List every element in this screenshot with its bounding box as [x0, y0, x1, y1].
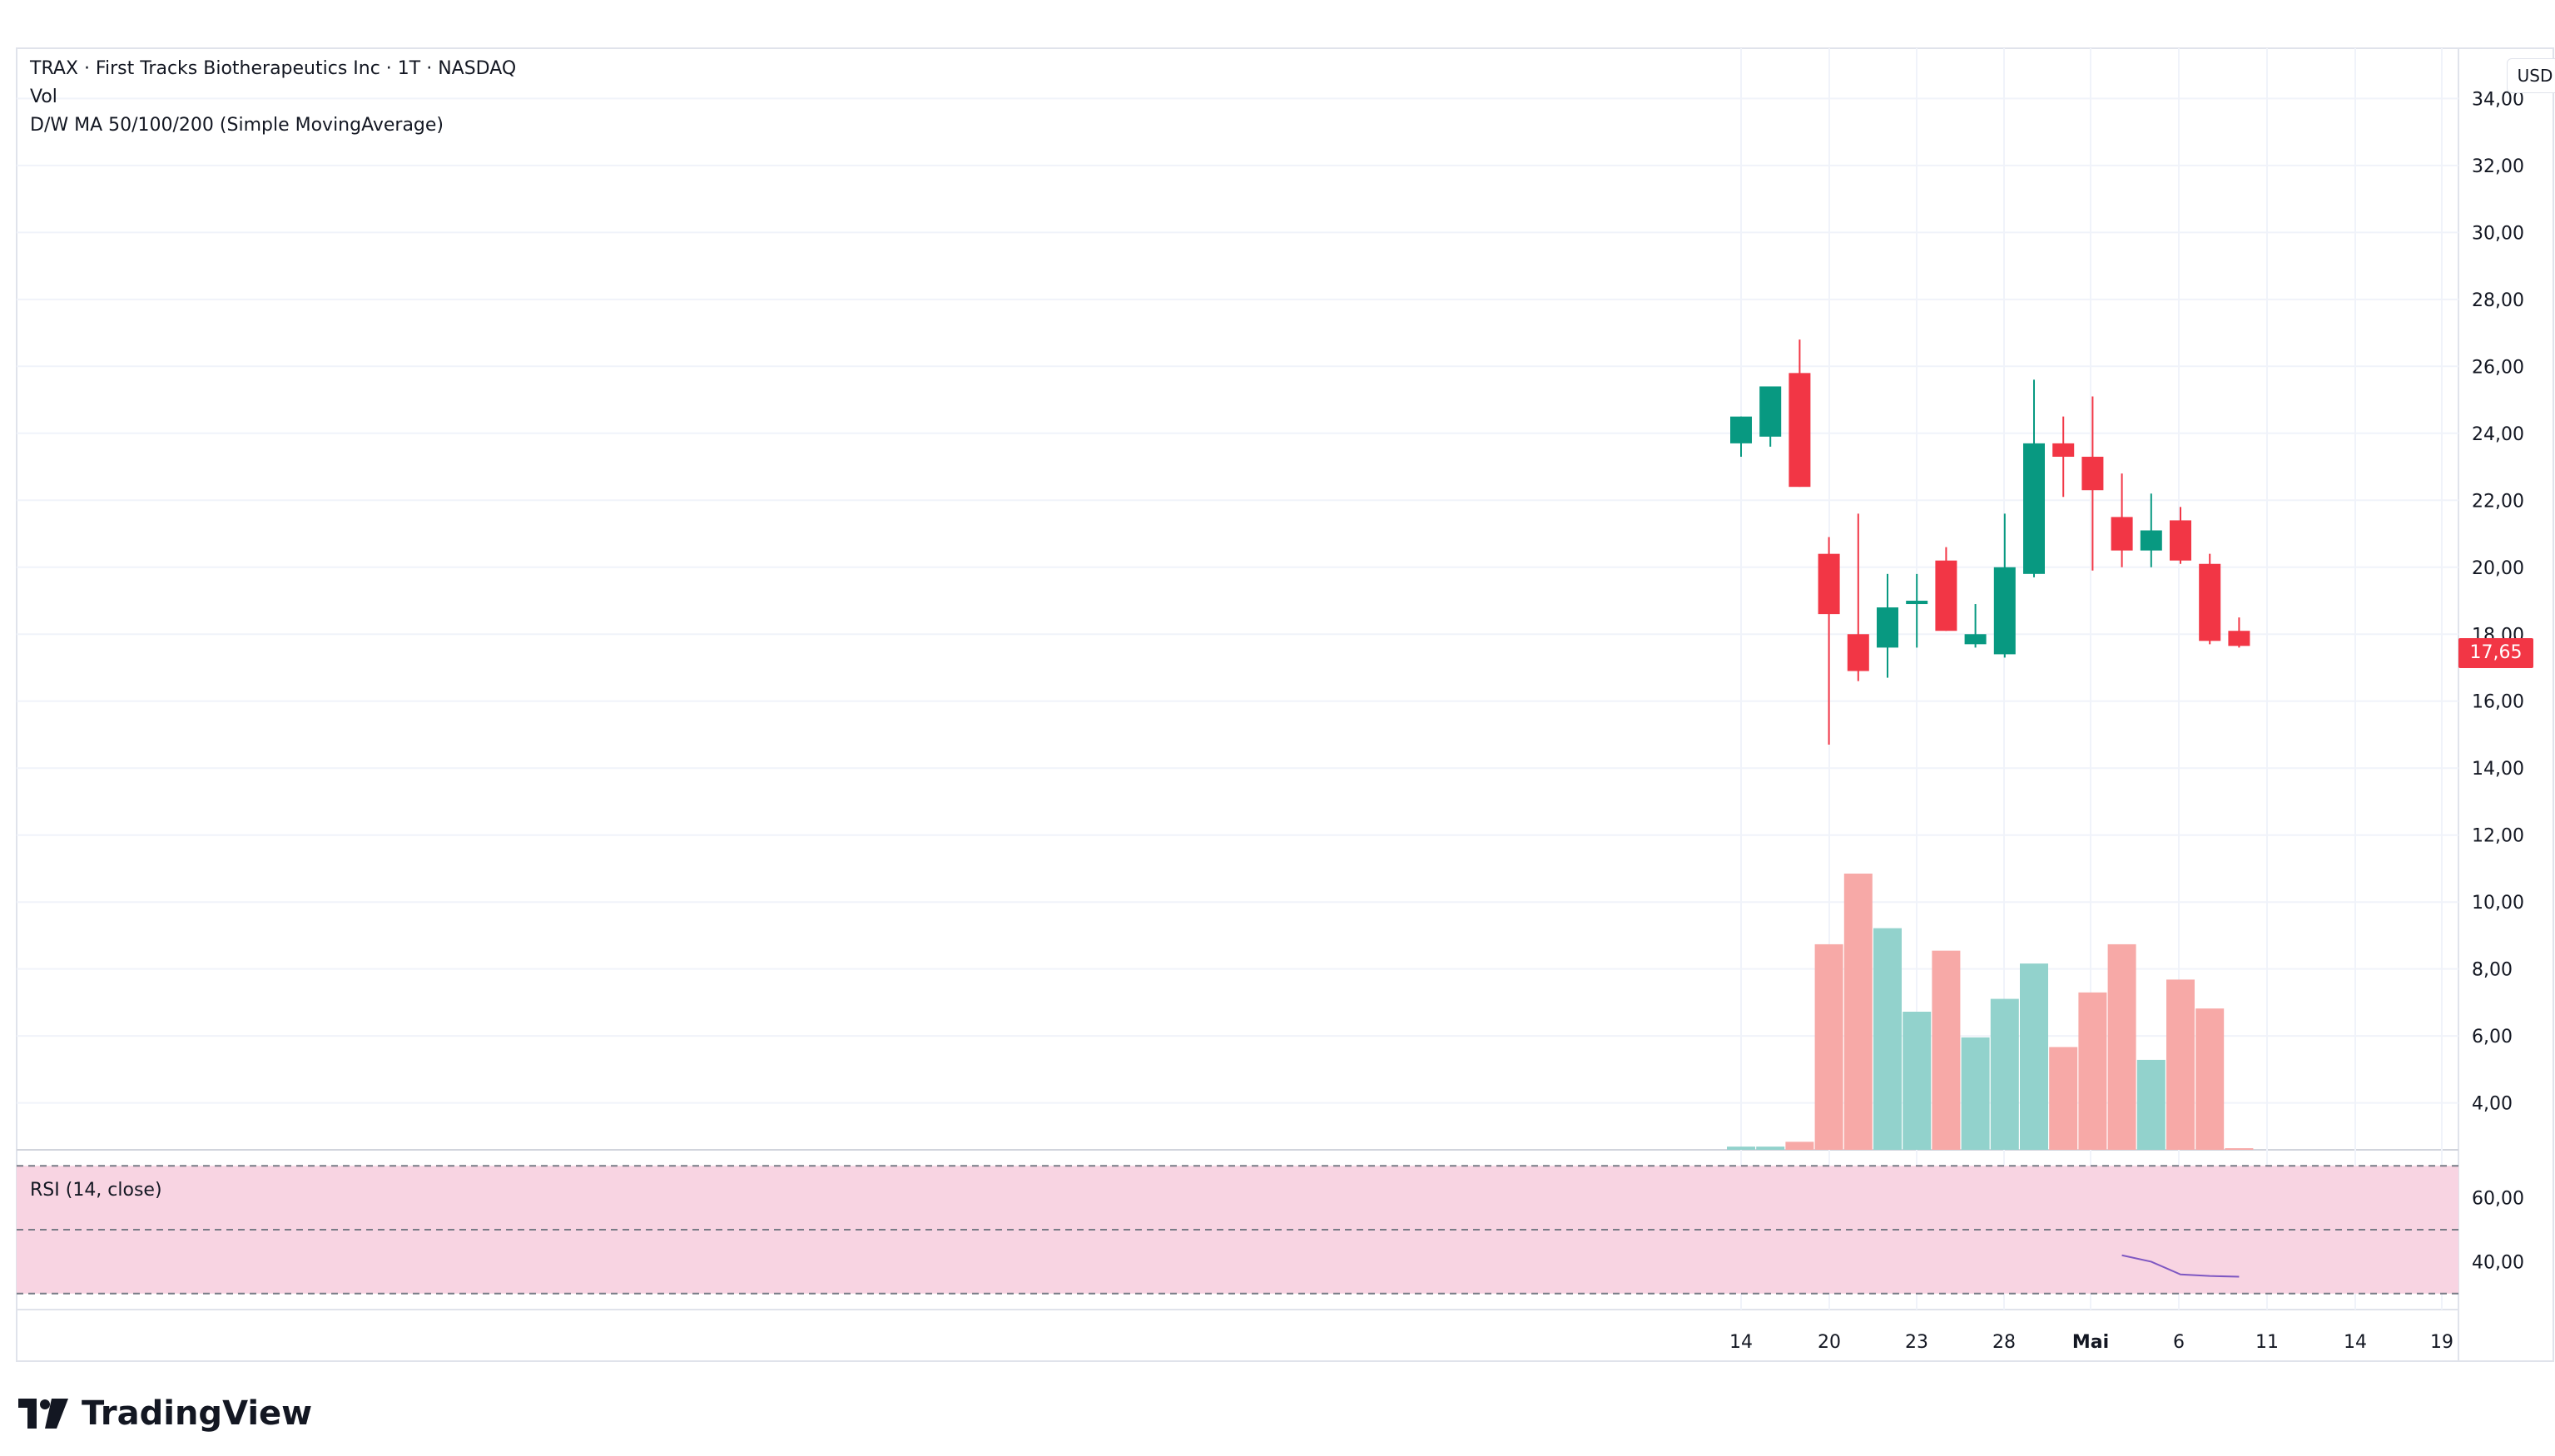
time-tick-label: 19 [2430, 1332, 2453, 1353]
candle [2140, 493, 2162, 567]
candle [2199, 553, 2221, 645]
candle-body [2023, 443, 2045, 574]
time-tick-label: 14 [1729, 1332, 1753, 1353]
volume-bar [2078, 992, 2107, 1150]
price-tick-label: 30,00 [2472, 223, 2524, 244]
candle-body [2228, 631, 2250, 646]
time-tick-label: 28 [1992, 1332, 2016, 1353]
candle-body [1759, 386, 1782, 437]
volume-bar [1903, 1012, 1932, 1150]
volume-bar [2225, 1148, 2254, 1150]
candle [2023, 379, 2045, 577]
candle [1759, 386, 1782, 447]
moving-average-legend[interactable]: D/W MA 50/100/200 (Simple MovingAverage) [30, 115, 444, 136]
volume-bar [2136, 1059, 2166, 1150]
tradingview-logo-text: TradingView [82, 1394, 313, 1433]
price-tick-label: 14,00 [2472, 759, 2524, 780]
volume-bar [1785, 1142, 1814, 1150]
tradingview-logo[interactable]: TradingView [18, 1394, 312, 1433]
candle-body [1730, 416, 1752, 443]
time-tick-label: 11 [2255, 1332, 2279, 1353]
volume-bar [1873, 928, 1902, 1150]
time-axis: 14 20 23 28 Mai 6 11 14 19 [1729, 1332, 2453, 1353]
tradingview-logo-icon [18, 1399, 68, 1429]
candle-body [1964, 634, 1987, 645]
price-tick-label: 8,00 [2472, 960, 2513, 981]
candle [1730, 416, 1752, 457]
volume-bar [2020, 963, 2048, 1150]
rsi-pane [17, 1165, 2458, 1295]
candle-body [1788, 373, 1811, 488]
candle [2228, 617, 2250, 648]
price-tick-label: 16,00 [2472, 692, 2524, 713]
volume-bar [1961, 1037, 1990, 1150]
volume-bar [1814, 943, 1843, 1150]
price-tick-label: 22,00 [2472, 491, 2524, 512]
price-tick-label: 20,00 [2472, 558, 2524, 579]
rsi-band [17, 1166, 2458, 1294]
candle-body [1847, 634, 1869, 671]
candle [2111, 473, 2133, 567]
candle-body [1993, 567, 2016, 655]
price-tick-label: 12,00 [2472, 826, 2524, 847]
candle-body [1906, 601, 1928, 605]
time-tick-label: 20 [1818, 1332, 1841, 1353]
volume-bar [2166, 979, 2195, 1150]
candle [1906, 573, 1928, 648]
time-tick-label: 23 [1905, 1332, 1928, 1353]
candle [2052, 416, 2075, 498]
currency-selector[interactable]: USD [2507, 58, 2555, 93]
price-tick-label: 26,00 [2472, 357, 2524, 378]
last-price-tag: 17,65 [2458, 638, 2533, 668]
volume-bar [1990, 998, 2019, 1150]
candle-body [2140, 530, 2162, 551]
rsi-tick-label: 40,00 [2472, 1252, 2524, 1273]
candle [1935, 547, 1957, 631]
candle-body [2052, 443, 2075, 457]
volume-bar [1843, 874, 1873, 1150]
rsi-tick-label: 60,00 [2472, 1189, 2524, 1210]
time-tick-label: Mai [2072, 1332, 2109, 1353]
candle-body [2170, 520, 2191, 561]
price-tick-label: 4,00 [2472, 1094, 2513, 1115]
candle [1993, 513, 2016, 658]
candle-body [1935, 560, 1957, 631]
rsi-line [2121, 1254, 2240, 1278]
volume-bars [1727, 874, 2254, 1150]
time-tick-label: 6 [2173, 1332, 2185, 1353]
chart-pane-border [16, 47, 2554, 1362]
candle [1788, 339, 1811, 488]
volume-legend[interactable]: Vol [30, 87, 57, 107]
candle [2081, 396, 2104, 571]
horizontal-grid [17, 97, 2458, 1104]
time-tick-label: 14 [2344, 1332, 2367, 1353]
rsi-legend[interactable]: RSI (14, close) [30, 1180, 162, 1201]
candle [1847, 513, 1869, 681]
volume-bar [1727, 1146, 1755, 1150]
candlesticks [1730, 339, 2250, 745]
candle-body [2081, 456, 2104, 491]
candle [1877, 573, 1898, 678]
volume-bar [2107, 943, 2136, 1150]
volume-bar [2049, 1047, 2078, 1150]
candle-body [2111, 517, 2133, 551]
candle-body [1818, 553, 1840, 615]
volume-bar [1756, 1146, 1785, 1150]
volume-bar [1932, 950, 1961, 1150]
price-tick-label: 28,00 [2472, 290, 2524, 311]
candle-body [1877, 607, 1898, 648]
price-axis: 34,0032,0030,0028,0026,0024,0022,0020,00… [2472, 89, 2524, 1273]
candle [2170, 507, 2191, 564]
price-tick-label: 6,00 [2472, 1027, 2513, 1047]
price-tick-label: 32,00 [2472, 156, 2524, 177]
candle [1818, 537, 1840, 745]
price-tick-label: 24,00 [2472, 424, 2524, 445]
symbol-legend[interactable]: TRAX · First Tracks Biotherapeutics Inc … [30, 58, 517, 79]
price-tick-label: 10,00 [2472, 893, 2524, 914]
candle [1964, 604, 1987, 648]
candle-body [2199, 563, 2221, 641]
volume-bar [2195, 1008, 2225, 1150]
